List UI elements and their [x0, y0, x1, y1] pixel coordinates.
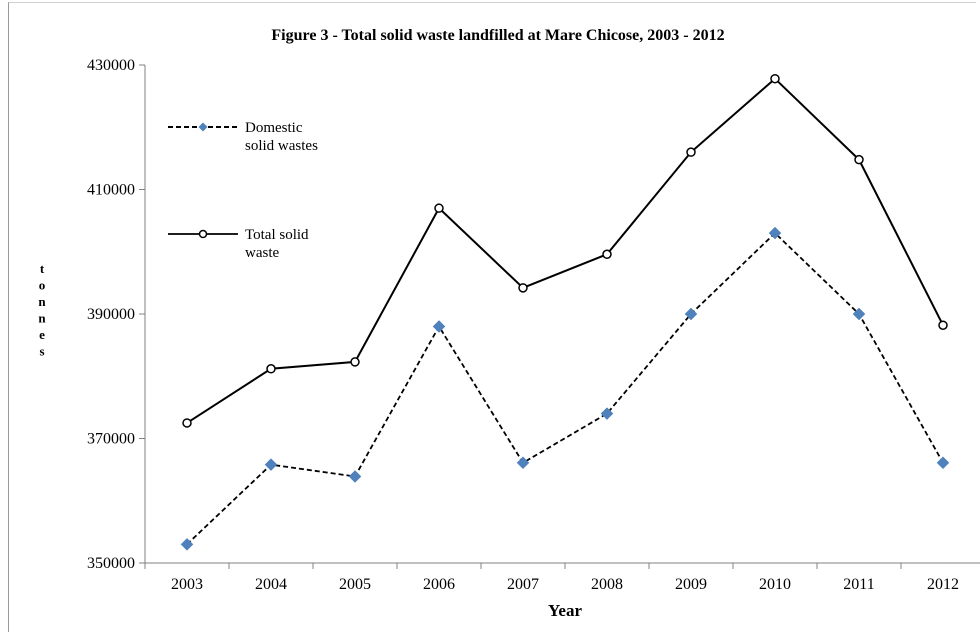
y-axis-title-letter: t — [40, 261, 45, 276]
x-tick-label: 2006 — [423, 576, 455, 593]
y-axis-title-letter: n — [38, 294, 46, 309]
x-tick-label: 2007 — [507, 576, 539, 593]
data-point-diamond — [600, 407, 614, 420]
legend-marker-circle — [198, 229, 208, 239]
data-point-circle — [602, 249, 612, 259]
x-tick-label: 2008 — [591, 576, 623, 593]
data-point-diamond — [852, 307, 866, 321]
data-point-circle — [518, 283, 528, 293]
series-line — [186, 231, 944, 545]
legend-label: Domestic — [245, 120, 303, 136]
data-point-diamond — [180, 537, 194, 551]
data-point-diamond — [348, 470, 362, 483]
data-point-circle — [266, 364, 276, 374]
x-tick-label: 2005 — [339, 576, 371, 593]
data-point-diamond — [264, 458, 278, 471]
data-point-circle — [770, 73, 780, 84]
legend: Domestic solid wastes Total solid waste — [168, 120, 318, 261]
x-tick-label: 2004 — [255, 576, 287, 593]
y-axis-title-letter: s — [39, 344, 44, 359]
y-axis-title-letter: e — [39, 327, 45, 342]
legend-item-1: Domestic solid wastes — [168, 120, 318, 154]
data-point-diamond — [684, 307, 698, 321]
data-point-circle — [854, 154, 864, 165]
y-tick-label: 370000 — [87, 431, 135, 448]
data-point-diamond — [432, 320, 446, 333]
legend-label: waste — [245, 245, 279, 261]
y-tick-label: 410000 — [87, 182, 135, 199]
series-2 — [182, 73, 948, 428]
y-tick-label: 390000 — [87, 306, 135, 323]
series-line — [186, 77, 944, 424]
x-ticks: 2003 2004 2005 2006 2007 2008 2009 2010 2011 2012 — [144, 563, 959, 593]
series-1 — [180, 226, 950, 551]
x-tick-label: 2012 — [927, 576, 959, 593]
data-point-circle — [434, 203, 444, 213]
x-tick-label: 2011 — [843, 576, 874, 593]
x-tick-label: 2009 — [675, 576, 707, 593]
legend-label: solid wastes — [245, 138, 318, 154]
y-tick-label: 350000 — [87, 555, 135, 572]
legend-marker-diamond — [198, 122, 208, 132]
chart-title: Figure 3 - Total solid waste landfilled … — [271, 27, 724, 44]
x-tick-label: 2003 — [171, 576, 203, 593]
legend-label: Total solid — [245, 227, 309, 243]
y-axis-title-letter: o — [39, 278, 46, 293]
data-point-diamond — [516, 456, 530, 470]
y-ticks: 350000 370000 390000 410000 430000 — [87, 57, 145, 572]
data-point-circle — [686, 147, 696, 157]
x-tick-label: 2010 — [759, 576, 791, 593]
chart-frame — [8, 2, 976, 632]
data-point-diamond — [936, 456, 950, 470]
data-point-circle — [350, 357, 360, 367]
series-layer — [180, 73, 950, 551]
x-axis-title: Year — [548, 601, 582, 620]
data-point-circle — [182, 418, 192, 428]
y-axis-title-letter: n — [38, 311, 46, 326]
data-point-diamond — [768, 226, 782, 240]
y-tick-label: 430000 — [87, 57, 135, 74]
data-point-circle — [938, 320, 948, 330]
legend-item-2: Total solid waste — [168, 227, 309, 261]
